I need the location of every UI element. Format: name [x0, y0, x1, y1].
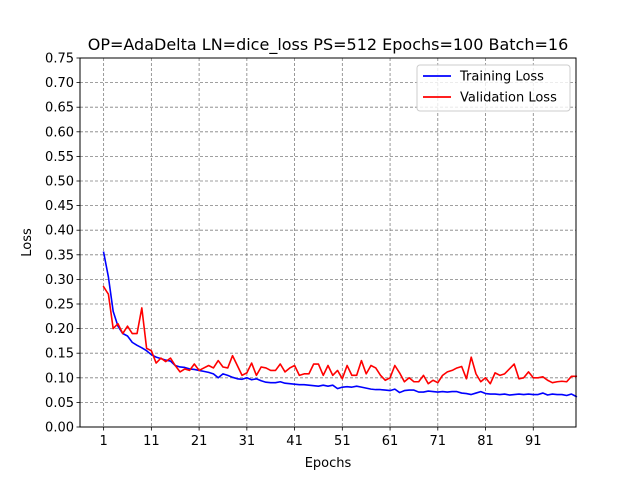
plot-area-frame	[79, 57, 577, 428]
x-tick-label: 61	[382, 434, 399, 449]
x-tick-label: 41	[286, 434, 303, 449]
series-line-validation-loss	[102, 285, 578, 385]
y-axis-ticks: 0.00 0.05 0.10 0.15 0.20 0.25 0.30 0.35 0.40 0.45…	[45, 52, 80, 436]
y-tick-label: 0.30	[45, 273, 74, 288]
legend-label-training-loss: Training Loss	[459, 70, 544, 85]
y-tick-label: 0.00	[45, 421, 74, 436]
y-tick-label: 0.35	[45, 248, 74, 263]
x-tick-label: 51	[334, 434, 351, 449]
series-lines	[102, 251, 578, 398]
x-tick-label: 31	[239, 434, 256, 449]
x-tick-label: 71	[430, 434, 447, 449]
x-axis-label: Epochs	[305, 456, 352, 471]
grid	[80, 57, 576, 428]
y-tick-label: 0.10	[45, 371, 74, 386]
x-axis-ticks: 1 11 21 31 41 51 61 71 81 91	[99, 427, 542, 449]
y-tick-label: 0.70	[45, 76, 74, 91]
legend-box	[416, 64, 571, 112]
y-tick-label: 0.50	[45, 175, 74, 190]
x-tick-label: 21	[191, 434, 208, 449]
legend: Training Loss Validation Loss	[416, 64, 571, 112]
y-tick-label: 0.15	[45, 347, 74, 362]
y-tick-label: 0.55	[45, 150, 74, 165]
chart-title: OP=AdaDelta LN=dice_loss PS=512 Epochs=1…	[88, 35, 569, 55]
x-tick-label: 11	[143, 434, 160, 449]
series-line-training-loss	[102, 251, 578, 398]
y-tick-label: 0.20	[45, 322, 74, 337]
y-tick-label: 0.40	[45, 224, 74, 239]
y-tick-label: 0.05	[45, 396, 74, 411]
x-tick-label: 91	[525, 434, 542, 449]
x-tick-label: 1	[99, 434, 107, 449]
y-axis-label: Loss	[20, 228, 35, 257]
legend-label-validation-loss: Validation Loss	[460, 91, 557, 106]
y-tick-label: 0.65	[45, 101, 74, 116]
y-tick-label: 0.45	[45, 199, 74, 214]
y-tick-label: 0.75	[45, 52, 74, 67]
y-tick-label: 0.25	[45, 298, 74, 313]
y-tick-label: 0.60	[45, 125, 74, 140]
x-tick-label: 81	[477, 434, 494, 449]
